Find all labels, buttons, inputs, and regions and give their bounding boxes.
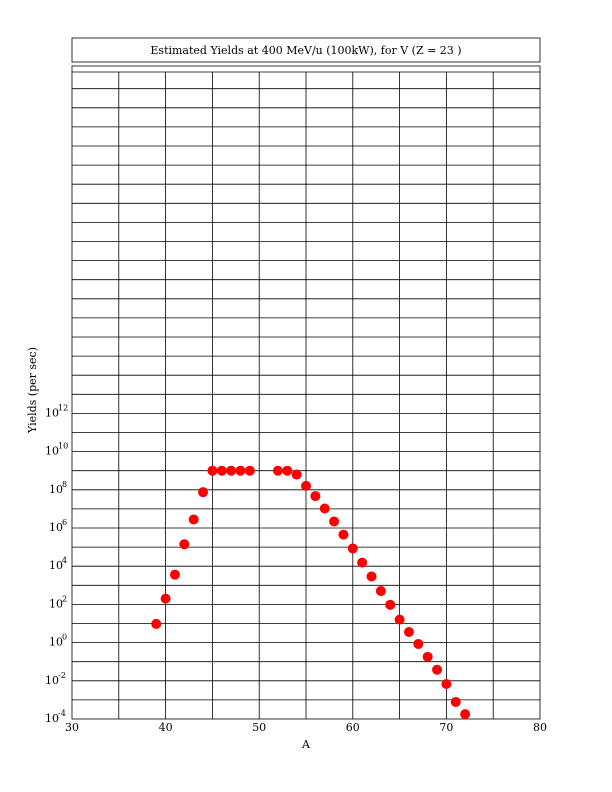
- data-point: [207, 465, 218, 476]
- data-point: [385, 599, 396, 610]
- data-point: [366, 571, 377, 582]
- x-tick-label: 60: [346, 721, 360, 734]
- data-point: [338, 529, 349, 540]
- x-tick-labels: 30 40 50 60 70 80: [65, 721, 547, 734]
- data-point: [450, 696, 461, 707]
- x-axis-label: A: [301, 738, 311, 751]
- y-tick-exponent: 4: [62, 556, 67, 565]
- data-point: [357, 557, 368, 568]
- y-tick-label: 10: [49, 636, 63, 649]
- y-tick-label: 10: [49, 521, 63, 534]
- x-tick-label: 30: [65, 721, 79, 734]
- data-point: [272, 465, 283, 476]
- data-point: [460, 709, 471, 720]
- data-point: [432, 664, 443, 675]
- y-tick-label: 10: [49, 559, 63, 572]
- y-tick-exponent: 6: [62, 518, 67, 527]
- y-tick-label: 10: [45, 712, 59, 725]
- y-tick-label: 10: [45, 674, 59, 687]
- y-tick-exponent: 8: [62, 480, 67, 489]
- data-point: [216, 465, 227, 476]
- grid: [72, 72, 540, 719]
- y-tick-label: 10: [45, 406, 59, 419]
- x-tick-label: 70: [439, 721, 453, 734]
- data-point: [319, 503, 330, 514]
- data-point: [403, 626, 414, 637]
- y-tick-exponent: 0: [62, 633, 67, 642]
- y-tick-label: 10: [49, 597, 63, 610]
- data-point: [291, 469, 302, 480]
- data-point: [301, 480, 311, 491]
- data-point: [329, 516, 340, 527]
- data-point: [160, 593, 171, 604]
- data-point: [169, 569, 180, 580]
- y-tick-exponent: 12: [58, 403, 68, 412]
- title-box: [71, 37, 541, 63]
- data-point: [375, 586, 386, 597]
- y-tick-exponent: -2: [58, 671, 66, 680]
- data-points: [151, 465, 471, 720]
- data-point: [226, 465, 237, 476]
- y-tick-label: 10: [45, 445, 59, 458]
- y-tick-exponent: 2: [62, 594, 67, 603]
- x-tick-label: 80: [533, 721, 547, 734]
- y-tick-exponent: 10: [58, 442, 68, 451]
- data-point: [441, 678, 452, 689]
- data-point: [244, 465, 255, 476]
- data-point: [282, 465, 293, 476]
- data-point: [179, 539, 190, 550]
- data-point: [235, 465, 246, 476]
- y-tick-exponent: -4: [58, 709, 66, 718]
- data-point: [413, 638, 424, 649]
- data-point: [422, 651, 433, 662]
- data-point: [394, 614, 405, 625]
- data-point: [347, 543, 358, 554]
- y-tick-label: 10: [49, 483, 63, 496]
- chart-title: Estimated Yields at 400 MeV/u (100kW), f…: [150, 44, 461, 57]
- data-point: [188, 514, 199, 525]
- data-point: [198, 487, 209, 498]
- x-tick-label: 40: [159, 721, 173, 734]
- y-axis-label: Yields (per sec): [26, 347, 39, 434]
- data-point: [310, 491, 321, 502]
- data-point: [151, 618, 162, 629]
- x-tick-label: 50: [252, 721, 266, 734]
